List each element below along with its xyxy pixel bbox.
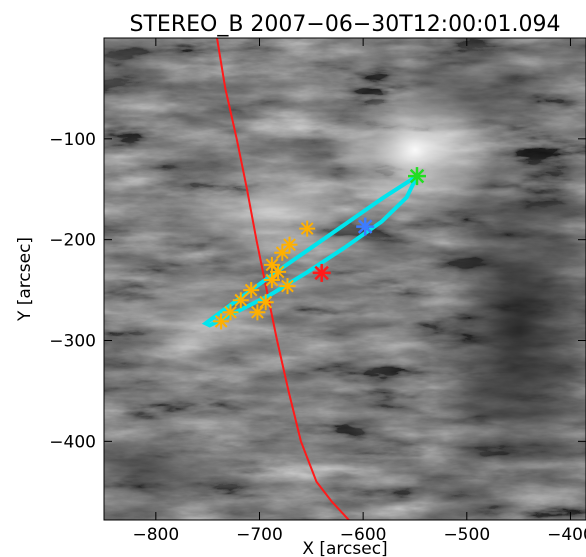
loop-fit-curve [201, 170, 422, 328]
loop-point [249, 304, 266, 321]
special-marker [356, 217, 375, 236]
loop-point [232, 292, 249, 309]
solar-image [104, 38, 586, 520]
x-tick-label: −600 [340, 525, 387, 545]
loop-point [281, 236, 298, 253]
special-markers [312, 167, 426, 282]
y-tick-label: −400 [49, 432, 96, 452]
overlay-layer [201, 38, 426, 520]
plot-title: STEREO_B 2007−06−30T12:00:01.094 [130, 12, 561, 37]
special-marker [408, 167, 426, 186]
loop-point [299, 220, 316, 237]
x-tick-label: −700 [236, 525, 283, 545]
loop-point [243, 282, 260, 299]
plot-frame [103, 37, 586, 521]
x-tick-label: −400 [547, 525, 586, 545]
loop-point [263, 272, 280, 288]
loop-points [213, 220, 316, 330]
x-tick-label: −800 [132, 525, 179, 545]
axes: −800 −700 −600 −500 −400 −100 −200 −300 −400 [49, 38, 586, 545]
x-tick-label: −500 [443, 525, 490, 545]
loop-point [257, 294, 274, 311]
special-marker [312, 263, 331, 282]
loop-point [222, 304, 239, 321]
x-axis-label: X [arcsec] [302, 539, 387, 557]
loop-point [263, 256, 280, 273]
loop-point [279, 278, 296, 295]
y-tick-label: −100 [49, 130, 96, 150]
solar-limb-line [216, 38, 351, 520]
y-tick-label: −300 [49, 332, 96, 352]
y-axis-label: Y [arcsec] [15, 237, 35, 322]
y-tick-label: −200 [49, 231, 96, 251]
